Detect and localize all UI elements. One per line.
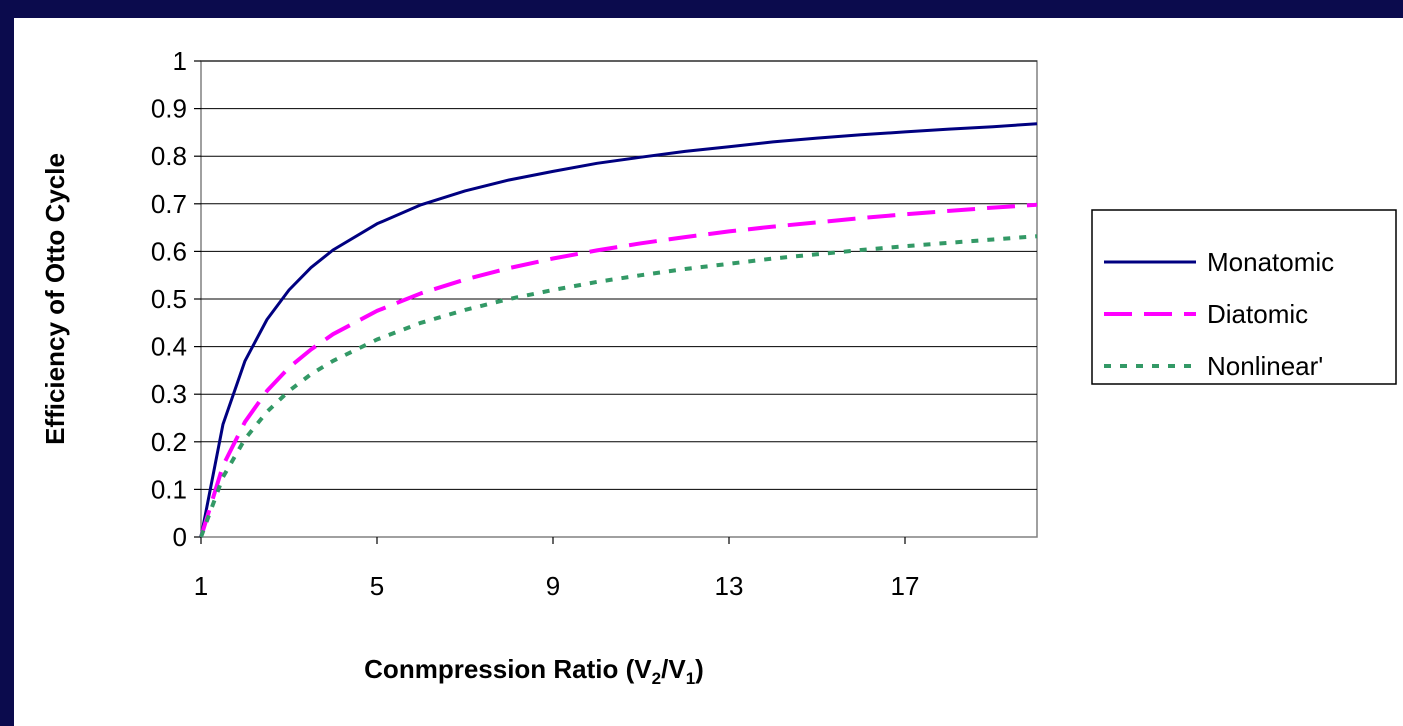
y-tick-label: 0.2: [151, 427, 187, 457]
y-tick-label: 0.7: [151, 189, 187, 219]
y-tick-label: 0: [173, 522, 187, 552]
x-tick-label: 17: [891, 571, 920, 601]
y-tick-label: 0.3: [151, 379, 187, 409]
x-tick-label: 13: [715, 571, 744, 601]
x-axis-title: Conmpression Ratio (V2/V1): [364, 654, 704, 688]
legend-items: Monatomic Diatomic Nonlinear': [1104, 247, 1334, 381]
y-tick-label: 0.1: [151, 474, 187, 504]
gridlines: [201, 60, 1037, 490]
otto-efficiency-chart: 0 0.1 0.2 0.3 0.4 0.5 0.6 0.7 0.8 0.9 1 1 5 9 13 17 Ef…: [40, 46, 1397, 688]
y-tick-label: 0.8: [151, 141, 187, 171]
series-line-monatomic: [199, 122, 1038, 538]
x-axis-title-end: ): [695, 654, 704, 684]
x-axis-title-sub1: 2: [652, 669, 661, 688]
x-tick-label: 5: [370, 571, 384, 601]
y-tick-label: 0.9: [151, 94, 187, 124]
x-axis-title-mid: /V: [661, 654, 686, 684]
series-line-nonlinear: [199, 234, 1038, 538]
legend-label-nonlinear: Nonlinear': [1207, 351, 1323, 381]
series-line-diatomic: [199, 202, 1038, 538]
legend-box: [1091, 209, 1397, 385]
y-tick-label: 0.5: [151, 284, 187, 314]
y-tick-label: 1: [173, 46, 187, 76]
y-axis-title: Efficiency of Otto Cycle: [40, 153, 70, 445]
x-axis-ticks: 1 5 9 13 17: [194, 537, 920, 601]
x-tick-label: 1: [194, 571, 208, 601]
x-axis-title-main: Conmpression Ratio (V: [364, 654, 652, 684]
y-tick-label: 0.4: [151, 332, 187, 362]
chart-frame: 0 0.1 0.2 0.3 0.4 0.5 0.6 0.7 0.8 0.9 1 1 5 9 13 17 Ef…: [14, 18, 1403, 726]
y-axis-ticks: 0 0.1 0.2 0.3 0.4 0.5 0.6 0.7 0.8 0.9 1: [151, 46, 201, 552]
legend-label-monatomic: Monatomic: [1207, 247, 1334, 277]
x-tick-label: 9: [546, 571, 560, 601]
legend: Monatomic Diatomic Nonlinear': [1091, 209, 1397, 385]
y-tick-label: 0.6: [151, 236, 187, 266]
x-axis-title-sub2: 1: [686, 669, 695, 688]
legend-label-diatomic: Diatomic: [1207, 299, 1308, 329]
series-lines: [199, 122, 1038, 538]
